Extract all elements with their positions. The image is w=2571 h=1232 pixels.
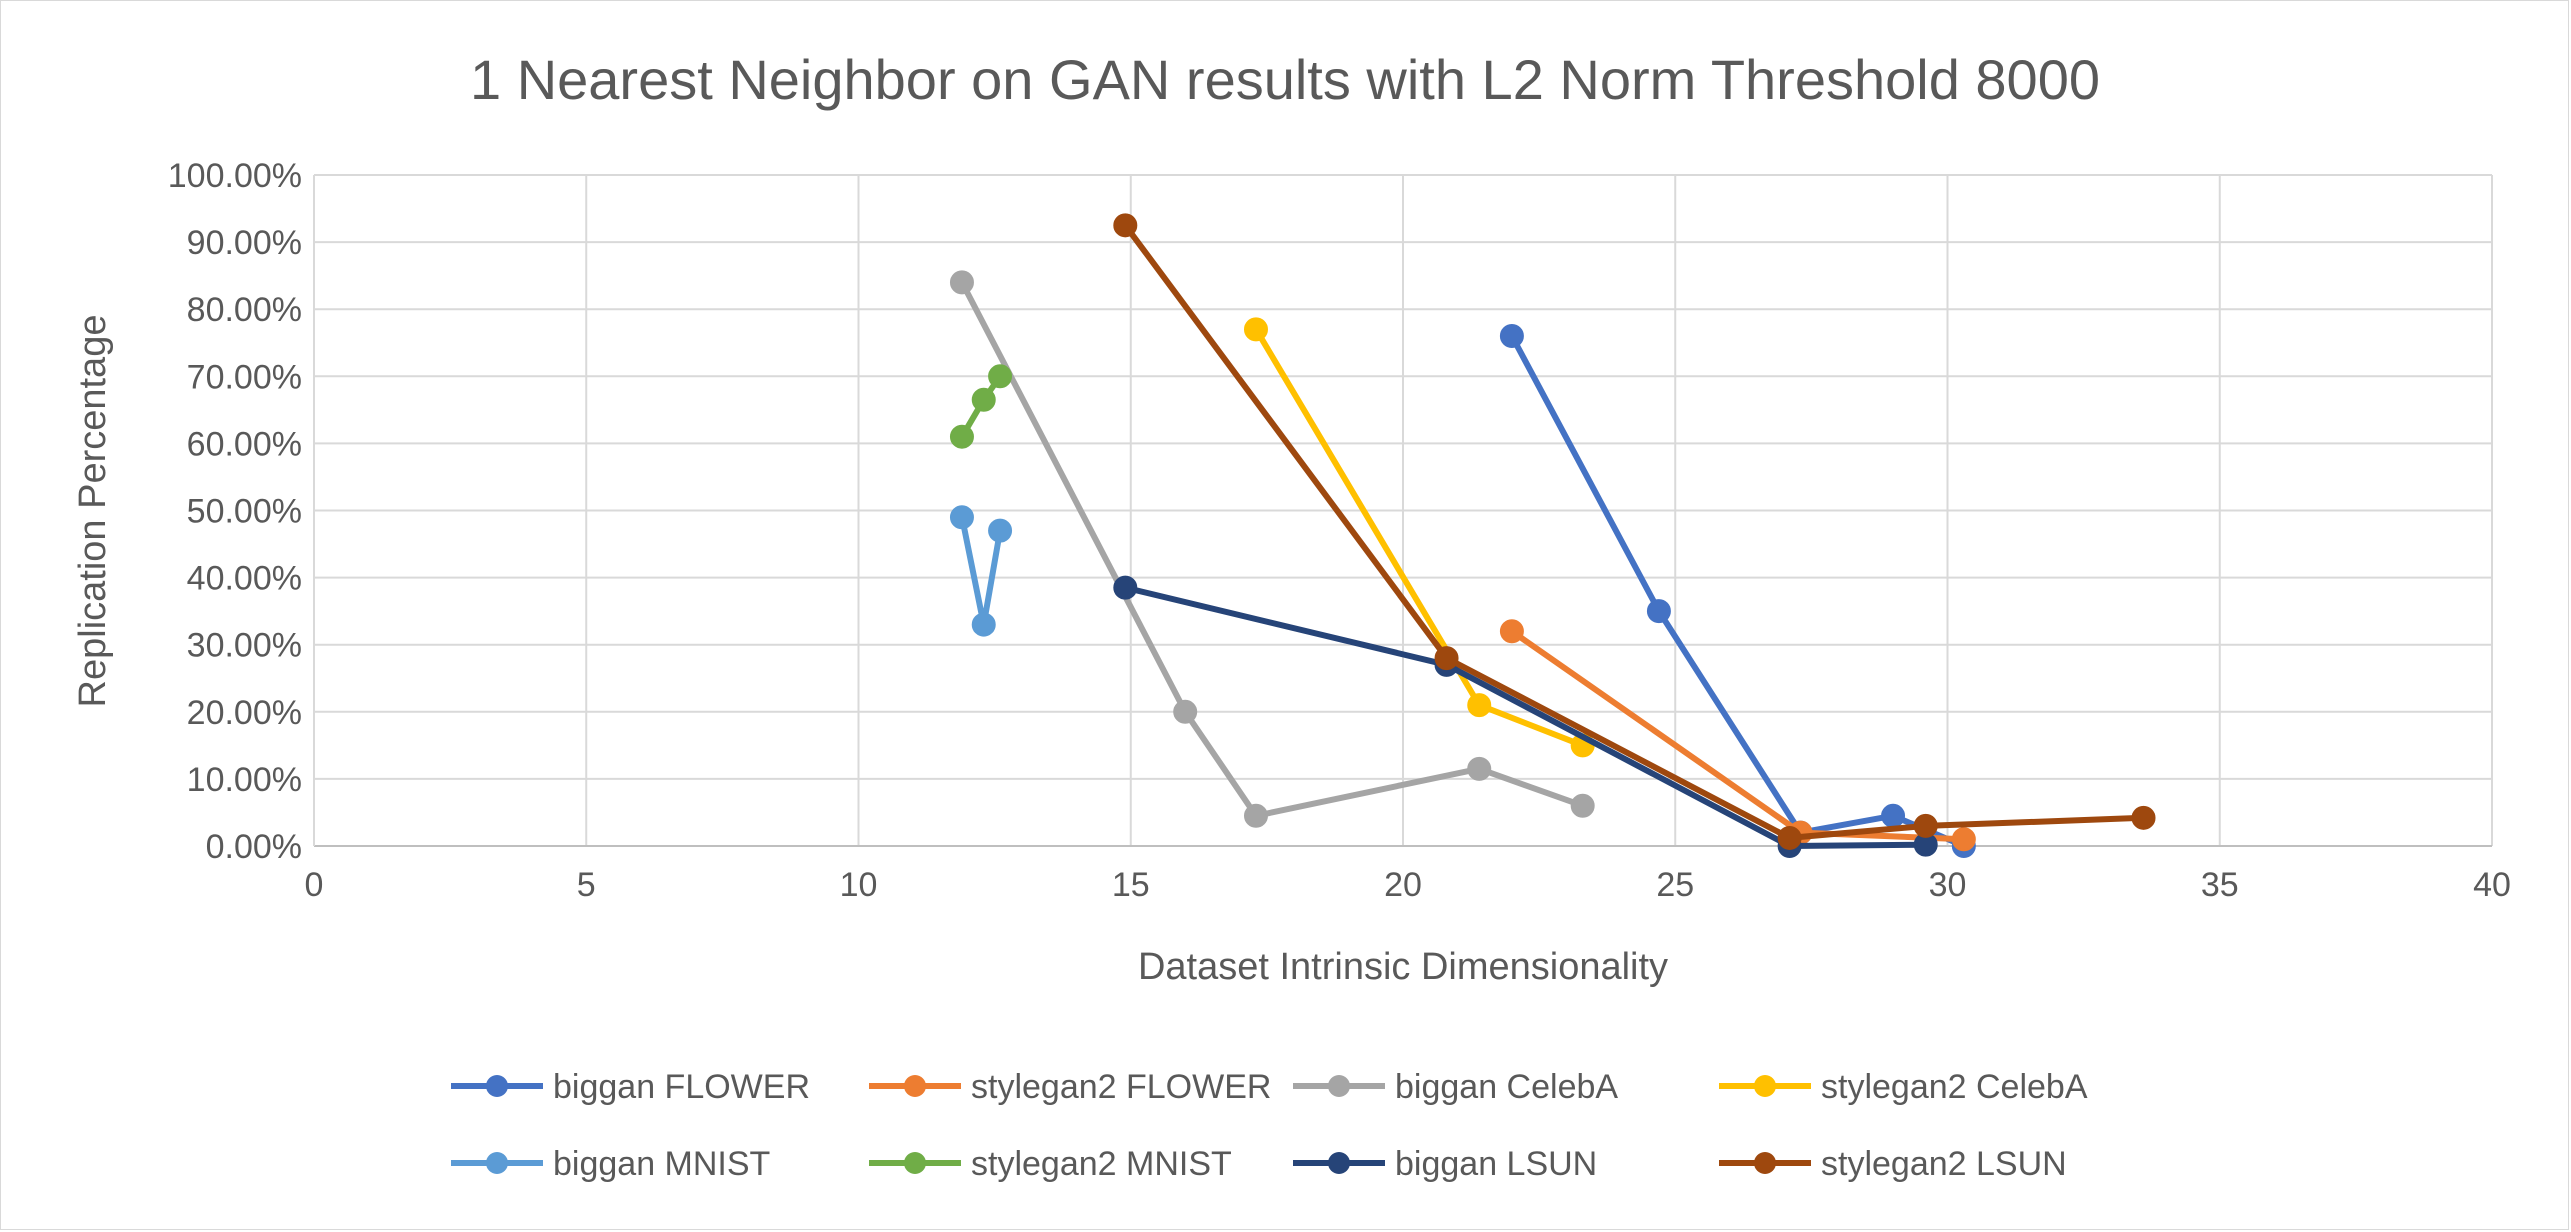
legend-marker [1754,1152,1776,1174]
legend-label: stylegan2 MNIST [971,1145,1232,1183]
series-line-biggan-lsun [1122,584,1929,849]
legend-item-stylegan2-celeba: stylegan2 CelebA [1719,1068,2088,1106]
x-tick-label: 20 [1384,866,1422,904]
series-line-stylegan2-lsun [1122,222,2147,841]
data-point-biggan-celeba [1173,699,1198,724]
legend-label: biggan FLOWER [553,1068,810,1106]
axes: 0.00% 10.00% 20.00% 30.00% 40.00% 50.00% 60.00… [168,157,2511,904]
data-point-biggan-flower [1881,803,1906,828]
series-line-biggan-flower [1508,333,1967,849]
x-tick-label: 30 [1929,866,1967,904]
legend-item-stylegan2-flower: stylegan2 FLOWER [869,1068,1271,1106]
y-tick-label: 20.00% [187,694,302,732]
y-tick-label: 60.00% [187,425,302,463]
y-tick-label: 30.00% [187,627,302,665]
x-tick-label: 35 [2201,866,2239,904]
legend-label: stylegan2 CelebA [1821,1068,2088,1106]
legend-item-biggan-mnist: biggan MNIST [451,1145,770,1183]
series-stylegan2-lsun [1113,213,2156,850]
legend-label: biggan CelebA [1395,1068,1618,1106]
data-point-stylegan2-celeba [1467,693,1492,718]
data-point-biggan-celeba [1243,803,1268,828]
legend-marker [486,1075,508,1097]
legend-item-biggan-celeba: biggan CelebA [1293,1068,1618,1106]
data-point-biggan-mnist [988,518,1013,543]
y-axis-title: Replication Percentage [72,315,114,708]
series-line-stylegan2-celeba [1253,326,1586,749]
legend-marker [1754,1075,1776,1097]
data-point-biggan-celeba [1570,793,1595,818]
x-tick-label: 10 [840,866,878,904]
grid [314,174,2493,846]
data-point-biggan-mnist [971,612,996,637]
x-tick-label: 0 [305,866,324,904]
y-tick-label: 90.00% [187,224,302,262]
data-point-stylegan2-lsun [1113,213,1138,238]
data-point-biggan-celeba [949,270,974,295]
data-point-biggan-mnist [949,505,974,530]
data-point-biggan-flower [1646,599,1671,624]
x-tick-label: 5 [577,866,596,904]
data-point-stylegan2-flower [1499,619,1524,644]
y-tick-label: 100.00% [168,157,302,195]
legend-label: biggan LSUN [1395,1145,1597,1183]
x-tick-label: 40 [2473,866,2511,904]
legend-marker [486,1152,508,1174]
legend-label: biggan MNIST [553,1145,770,1183]
series-stylegan2-celeba [1243,317,1595,758]
data-point-stylegan2-lsun [1913,813,1938,838]
legend-item-biggan-flower: biggan FLOWER [451,1068,810,1106]
series-biggan-flower [1499,324,1976,858]
x-axis-title: Dataset Intrinsic Dimensionality [1138,946,1668,988]
data-point-stylegan2-mnist [988,364,1013,389]
data-point-stylegan2-lsun [1777,825,1802,850]
legend-item-stylegan2-mnist: stylegan2 MNIST [869,1145,1232,1183]
series-biggan-lsun [1113,575,1938,858]
series-stylegan2-mnist [949,364,1013,449]
legend: biggan FLOWER stylegan2 FLOWER biggan Cele… [451,1068,2088,1183]
legend-marker [1328,1075,1350,1097]
series-biggan-mnist [949,505,1013,637]
y-tick-label: 80.00% [187,291,302,329]
x-tick-label: 25 [1656,866,1694,904]
series-biggan-celeba [949,270,1595,828]
data-point-biggan-lsun [1113,575,1138,600]
y-tick-label: 0.00% [206,828,302,866]
data-point-stylegan2-flower [1951,827,1976,852]
legend-marker [904,1075,926,1097]
legend-item-biggan-lsun: biggan LSUN [1293,1145,1597,1183]
y-tick-label: 50.00% [187,493,302,531]
chart-title: 1 Nearest Neighbor on GAN results with L… [470,48,2100,111]
data-point-stylegan2-lsun [1434,646,1459,671]
data-point-stylegan2-mnist [971,387,996,412]
legend-marker [904,1152,926,1174]
legend-label: stylegan2 LSUN [1821,1145,2067,1183]
data-point-stylegan2-lsun [2131,805,2156,830]
data-point-biggan-flower [1499,324,1524,349]
legend-label: stylegan2 FLOWER [971,1068,1271,1106]
y-tick-label: 70.00% [187,358,302,396]
y-tick-label: 40.00% [187,560,302,598]
x-tick-label: 15 [1112,866,1150,904]
legend-marker [1328,1152,1350,1174]
plot-area [949,213,2156,858]
y-tick-label: 10.00% [187,761,302,799]
legend-item-stylegan2-lsun: stylegan2 LSUN [1719,1145,2067,1183]
data-point-stylegan2-celeba [1243,317,1268,342]
data-point-biggan-celeba [1467,756,1492,781]
data-point-stylegan2-mnist [949,424,974,449]
